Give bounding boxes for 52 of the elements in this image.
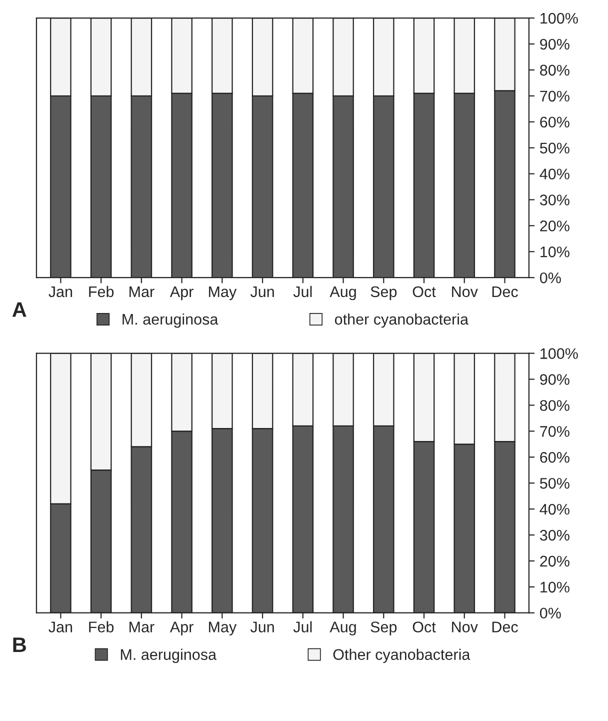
y-tick-label: 10%: [540, 246, 570, 258]
x-tick-label: Feb: [89, 621, 114, 632]
y-tick-label: 100%: [540, 348, 578, 359]
y-tick-label: 20%: [540, 556, 570, 567]
y-tick-label: 40%: [540, 168, 570, 180]
x-tick-label: Dec: [492, 622, 518, 632]
x-tick-label: Apr: [170, 286, 194, 300]
x-tick-label: Mar: [130, 622, 154, 632]
y-tick-label: 40%: [540, 504, 570, 515]
x-tick-label: Aug: [330, 286, 356, 300]
y-tick-label: 60%: [540, 452, 570, 463]
x-tick-label: Feb: [89, 286, 114, 298]
x-tick-label: Nov: [452, 622, 478, 632]
y-tick-label: 80%: [540, 64, 570, 76]
x-tick-label: Sep: [370, 286, 397, 300]
x-tick-label: Jul: [293, 621, 312, 632]
y-tick-label: 20%: [540, 220, 570, 232]
y-tick-label: 30%: [540, 530, 570, 541]
x-tick-label: Mar: [130, 286, 154, 298]
y-tick-label: 100%: [540, 12, 578, 24]
x-tick-label: Apr: [170, 622, 194, 636]
text: A: [12, 302, 26, 317]
x-tick-label: Jan: [48, 286, 72, 298]
x-tick-label: Sep: [370, 622, 397, 636]
y-tick-label: 80%: [540, 400, 570, 411]
x-tick-label: Oct: [412, 286, 436, 298]
y-tick-label: 90%: [540, 38, 570, 50]
y-tick-label: 60%: [540, 116, 570, 128]
x-tick-label: Aug: [330, 622, 356, 636]
y-tick-label: 0%: [540, 608, 561, 619]
x-tick-label: Jun: [250, 286, 274, 298]
x-tick-label: Dec: [492, 286, 518, 298]
x-tick-label: Nov: [452, 286, 478, 298]
legend-label: Other cyanobacteria: [333, 648, 470, 663]
x-tick-label: Jan: [48, 622, 72, 632]
y-tick-label: 90%: [540, 374, 570, 385]
x-tick-label: Oct: [412, 622, 436, 632]
x-tick-label: May: [208, 622, 237, 636]
y-tick-label: 10%: [540, 582, 570, 593]
y-tick-label: 70%: [540, 90, 570, 102]
y-tick-label: 50%: [540, 142, 570, 154]
x-tick-label: Jun: [250, 622, 274, 632]
legend-label: M. aeruginosa: [122, 313, 218, 328]
y-tick-label: 30%: [540, 194, 570, 206]
x-tick-label: May: [208, 286, 237, 300]
y-tick-label: 50%: [540, 478, 570, 489]
legend-label: M. aeruginosa: [120, 648, 217, 663]
text: B: [13, 638, 26, 652]
x-tick-label: Jul: [293, 286, 312, 298]
y-tick-label: 0%: [540, 272, 561, 284]
y-tick-label: 70%: [540, 426, 570, 437]
legend-label: other cyanobacteria: [334, 313, 468, 328]
